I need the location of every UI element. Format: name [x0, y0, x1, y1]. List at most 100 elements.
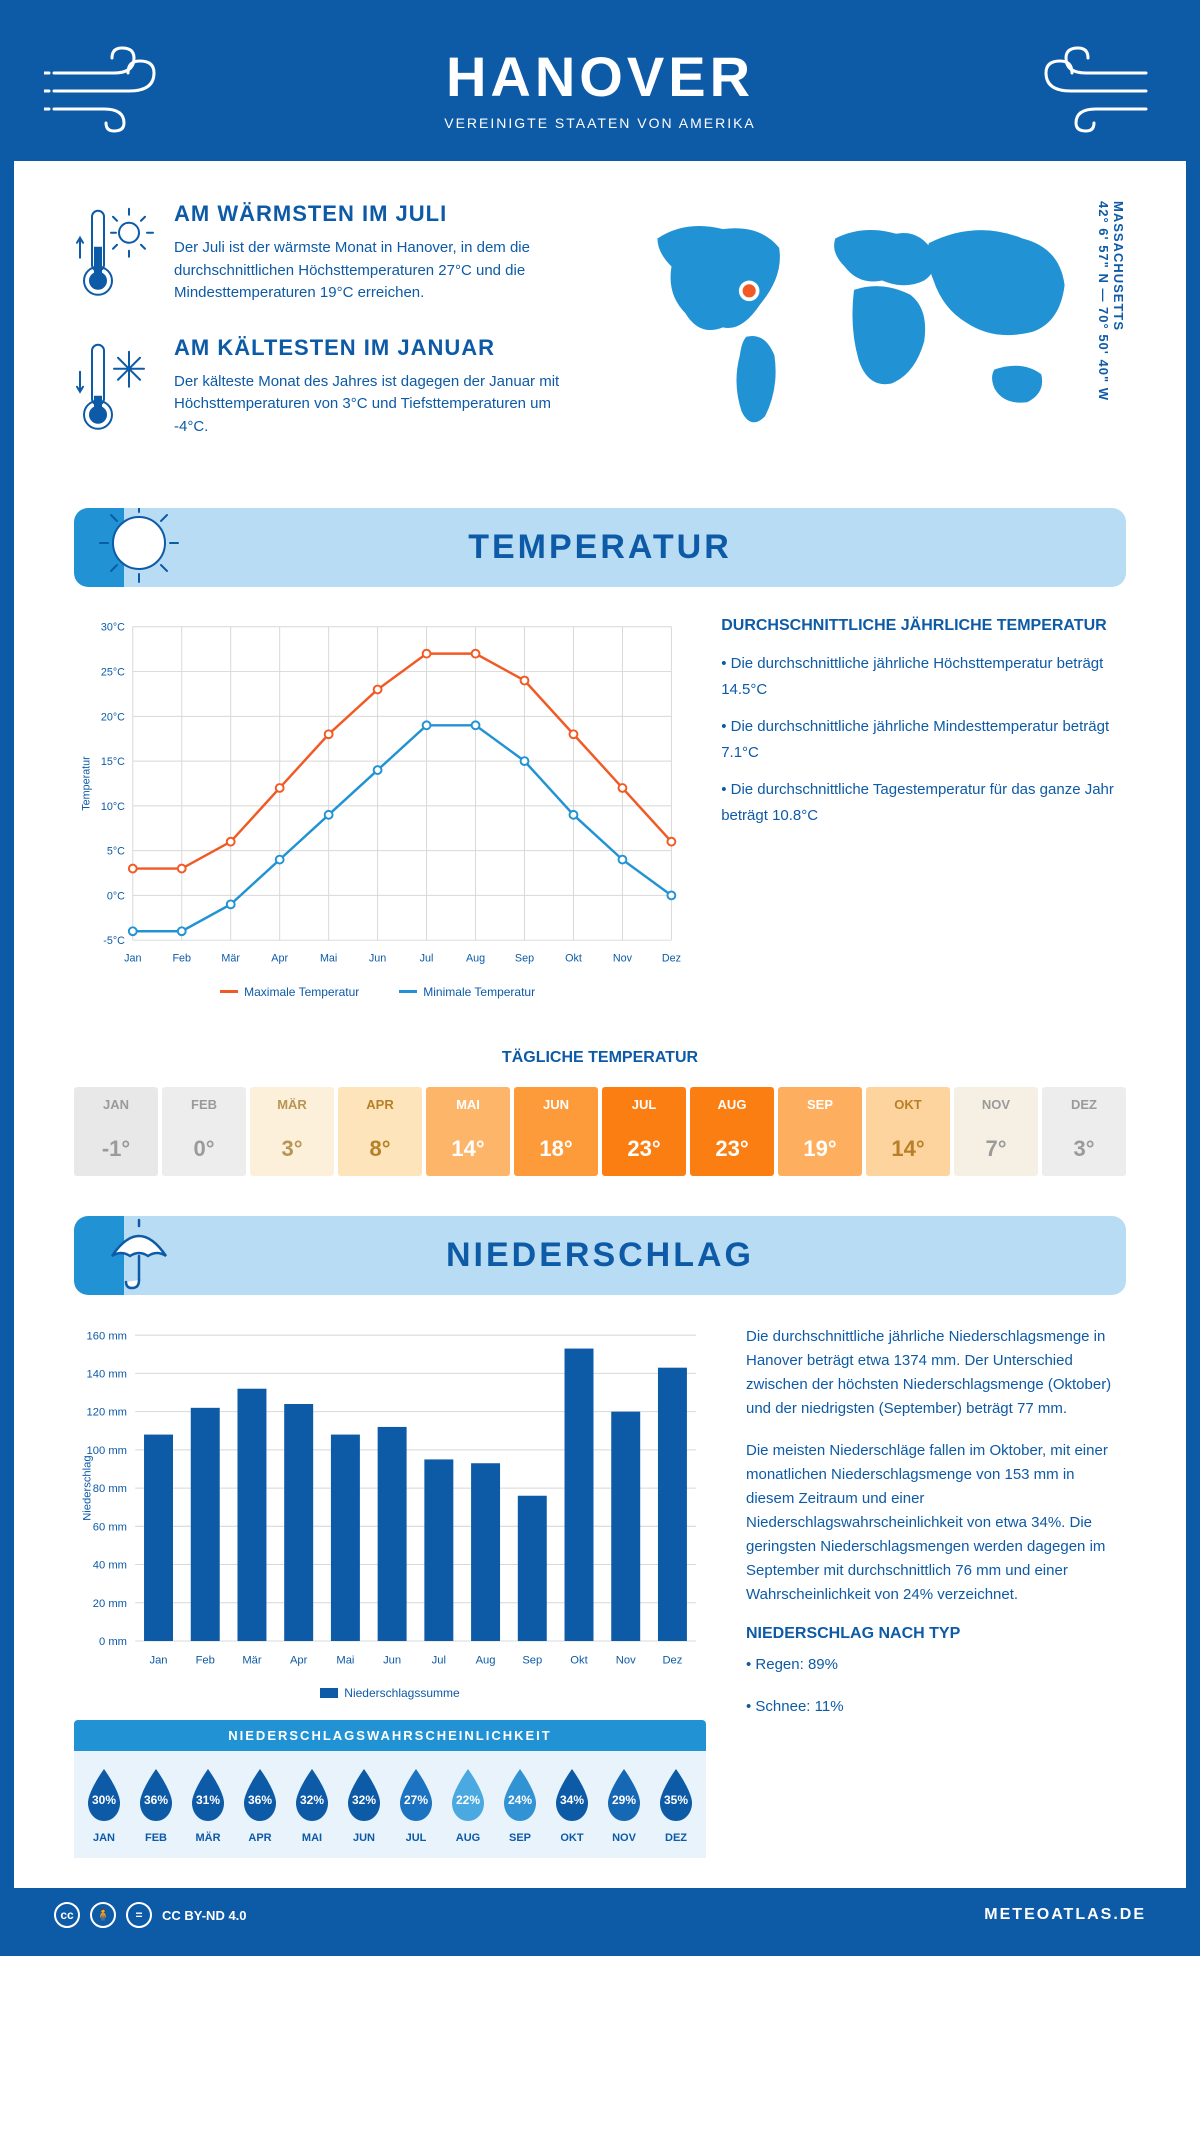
precipitation-heading: NIEDERSCHLAG: [104, 1236, 1096, 1275]
svg-text:Jun: Jun: [369, 953, 386, 965]
month-cell: JAN -1°: [74, 1087, 158, 1176]
precip-drop: 32% JUN: [340, 1765, 388, 1844]
svg-text:160 mm: 160 mm: [87, 1330, 127, 1342]
coordinates: MASSACHUSETTS 42° 6' 57" N — 70° 50' 40"…: [1096, 201, 1126, 401]
legend-precip-sum: Niederschlagssumme: [320, 1686, 459, 1700]
drops-row: 30% JAN 36% FEB 31% MÄR 36% APR 32% MAI …: [74, 1751, 706, 1858]
svg-text:80 mm: 80 mm: [93, 1483, 127, 1495]
svg-text:Nov: Nov: [613, 953, 633, 965]
precip-drop: 31% MÄR: [184, 1765, 232, 1844]
footer: cc 🧍 = CC BY-ND 4.0 METEOATLAS.DE: [14, 1888, 1186, 1942]
cc-icon: cc: [54, 1902, 80, 1928]
umbrella-icon: [94, 1216, 184, 1295]
facts-column: AM WÄRMSTEN IM JULI Der Juli ist der wär…: [74, 201, 580, 468]
svg-text:Feb: Feb: [196, 1654, 215, 1666]
month-cell: FEB 0°: [162, 1087, 246, 1176]
svg-text:Sep: Sep: [515, 953, 534, 965]
thermometer-cold-icon: [74, 335, 154, 439]
precip-p2: Die meisten Niederschläge fallen im Okto…: [746, 1439, 1126, 1607]
svg-text:-5°C: -5°C: [103, 935, 125, 947]
precip-drop: 36% APR: [236, 1765, 284, 1844]
month-cell: JUN 18°: [514, 1087, 598, 1176]
precipitation-legend: Niederschlagssumme: [74, 1686, 706, 1700]
svg-text:120 mm: 120 mm: [87, 1406, 127, 1418]
precip-p1: Die durchschnittliche jährliche Niedersc…: [746, 1325, 1126, 1421]
temperature-line-chart: -5°C0°C5°C10°C15°C20°C25°C30°CJanFebMärA…: [74, 617, 681, 970]
svg-text:30°C: 30°C: [101, 622, 125, 634]
precipitation-bar-chart: 0 mm20 mm40 mm60 mm80 mm100 mm120 mm140 …: [74, 1325, 706, 1672]
temperature-heading: TEMPERATUR: [104, 528, 1096, 567]
svg-text:20 mm: 20 mm: [93, 1597, 127, 1609]
legend-min: Minimale Temperatur: [399, 985, 535, 999]
temperature-chart: -5°C0°C5°C10°C15°C20°C25°C30°CJanFebMärA…: [74, 617, 681, 999]
precipitation-chart-col: 0 mm20 mm40 mm60 mm80 mm100 mm120 mm140 …: [74, 1325, 706, 1859]
precip-type-heading: NIEDERSCHLAG NACH TYP: [746, 1625, 1126, 1643]
precip-drop: 22% AUG: [444, 1765, 492, 1844]
precip-drop: 27% JUL: [392, 1765, 440, 1844]
svg-text:60 mm: 60 mm: [93, 1521, 127, 1533]
city-name: HANOVER: [444, 44, 756, 109]
page: HANOVER VEREINIGTE STAATEN VON AMERIKA: [0, 0, 1200, 1956]
fact-coldest-body: Der kälteste Monat des Jahres ist dagege…: [174, 371, 580, 439]
month-cell: AUG 23°: [690, 1087, 774, 1176]
wind-icon-right: [1036, 43, 1156, 133]
svg-text:Aug: Aug: [466, 953, 485, 965]
fact-warmest-body: Der Juli ist der wärmste Monat in Hanove…: [174, 237, 580, 305]
month-cell: JUL 23°: [602, 1087, 686, 1176]
country-name: VEREINIGTE STAATEN VON AMERIKA: [444, 115, 756, 131]
svg-text:40 mm: 40 mm: [93, 1559, 127, 1571]
svg-text:10°C: 10°C: [101, 801, 125, 813]
temperature-banner: TEMPERATUR: [74, 508, 1126, 587]
footer-license: cc 🧍 = CC BY-ND 4.0: [54, 1902, 247, 1928]
svg-text:140 mm: 140 mm: [87, 1368, 127, 1380]
month-cell: DEZ 3°: [1042, 1087, 1126, 1176]
svg-text:Okt: Okt: [570, 1654, 588, 1666]
temperature-text: DURCHSCHNITTLICHE JÄHRLICHE TEMPERATUR •…: [721, 617, 1126, 999]
precipitation-text: Die durchschnittliche jährliche Niedersc…: [746, 1325, 1126, 1859]
svg-text:Jul: Jul: [432, 1654, 446, 1666]
svg-text:Jan: Jan: [149, 1654, 167, 1666]
fact-coldest: AM KÄLTESTEN IM JANUAR Der kälteste Mona…: [74, 335, 580, 439]
svg-text:15°C: 15°C: [101, 756, 125, 768]
wind-icon-left: [44, 43, 164, 133]
svg-text:5°C: 5°C: [107, 846, 125, 858]
svg-text:Mai: Mai: [320, 953, 337, 965]
fact-coldest-title: AM KÄLTESTEN IM JANUAR: [174, 335, 580, 361]
precip-drop: 32% MAI: [288, 1765, 336, 1844]
precip-drop: 24% SEP: [496, 1765, 544, 1844]
temp-bullet-3: • Die durchschnittliche Tagestemperatur …: [721, 777, 1126, 828]
svg-text:25°C: 25°C: [101, 666, 125, 678]
fact-warmest: AM WÄRMSTEN IM JULI Der Juli ist der wär…: [74, 201, 580, 305]
svg-text:Niederschlag: Niederschlag: [81, 1455, 93, 1520]
svg-text:Feb: Feb: [172, 953, 191, 965]
month-cell: NOV 7°: [954, 1087, 1038, 1176]
footer-brand: METEOATLAS.DE: [984, 1906, 1146, 1924]
svg-text:Okt: Okt: [565, 953, 582, 965]
temperature-legend: Maximale Temperatur Minimale Temperatur: [74, 985, 681, 999]
license-text: CC BY-ND 4.0: [162, 1908, 247, 1923]
svg-text:0 mm: 0 mm: [99, 1636, 127, 1648]
daily-temp-grid: JAN -1° FEB 0° MÄR 3° APR 8° MAI 14° JUN…: [74, 1087, 1126, 1176]
svg-text:Jun: Jun: [383, 1654, 401, 1666]
thermometer-hot-icon: [74, 201, 154, 305]
header-title: HANOVER VEREINIGTE STAATEN VON AMERIKA: [444, 44, 756, 131]
fact-warmest-title: AM WÄRMSTEN IM JULI: [174, 201, 580, 227]
coords-region: MASSACHUSETTS: [1111, 201, 1126, 331]
precip-drop: 35% DEZ: [652, 1765, 700, 1844]
sun-icon: [94, 508, 184, 587]
daily-temp-section: TÄGLICHE TEMPERATUR JAN -1° FEB 0° MÄR 3…: [14, 1029, 1186, 1216]
svg-text:Apr: Apr: [290, 1654, 308, 1666]
nd-icon: =: [126, 1902, 152, 1928]
svg-text:Apr: Apr: [271, 953, 288, 965]
svg-text:Aug: Aug: [476, 1654, 496, 1666]
temp-text-heading: DURCHSCHNITTLICHE JÄHRLICHE TEMPERATUR: [721, 617, 1126, 635]
svg-text:Mär: Mär: [221, 953, 240, 965]
svg-text:Mai: Mai: [336, 1654, 354, 1666]
header: HANOVER VEREINIGTE STAATEN VON AMERIKA: [14, 14, 1186, 161]
precipitation-row: 0 mm20 mm40 mm60 mm80 mm100 mm120 mm140 …: [14, 1295, 1186, 1889]
svg-text:Temperatur: Temperatur: [81, 756, 93, 811]
coords-latlon: 42° 6' 57" N — 70° 50' 40" W: [1096, 201, 1111, 401]
precipitation-banner: NIEDERSCHLAG: [74, 1216, 1126, 1295]
legend-max: Maximale Temperatur: [220, 985, 359, 999]
world-map-icon: [620, 201, 1088, 444]
